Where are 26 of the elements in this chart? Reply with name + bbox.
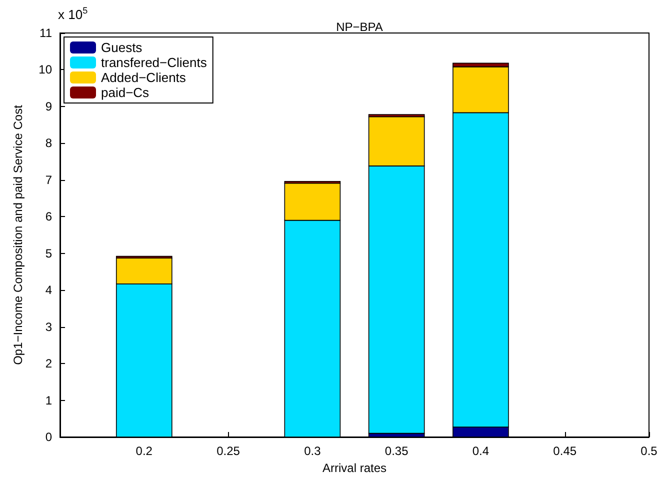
x-tick-label: 0.4 xyxy=(472,444,490,458)
x-tick-label: 0.45 xyxy=(553,444,577,458)
x-tick-label: 0.2 xyxy=(136,444,153,458)
chart-title: NP−BPA xyxy=(336,20,383,34)
x-tick-label: 0.3 xyxy=(304,444,322,458)
y-tick-label: 6 xyxy=(45,210,52,224)
y-tick-label: 11 xyxy=(40,26,52,40)
legend-label: transfered−Clients xyxy=(101,55,208,70)
legend-label: Guests xyxy=(101,40,143,55)
y-tick-label: 4 xyxy=(45,283,52,298)
x-axis-title: Arrival rates xyxy=(322,460,387,475)
y-tick-label: 5 xyxy=(45,246,52,260)
x-tick-label: 0.25 xyxy=(216,444,240,458)
y-tick-label: 9 xyxy=(45,99,52,114)
y-tick-label: 10 xyxy=(38,62,52,77)
y-tick-label: 3 xyxy=(45,320,52,334)
y-tick-label: 0 xyxy=(45,430,52,444)
y-tick-label: 1 xyxy=(45,393,52,408)
y-axis-title: Op1−Income Composition and paid Service Cost xyxy=(11,104,25,365)
y-tick-label: 7 xyxy=(45,172,52,187)
legend-label: Added−Clients xyxy=(101,70,186,85)
x-tick-label: 0.35 xyxy=(384,444,409,458)
y-tick-label: 2 xyxy=(45,356,52,371)
x-tick-label: 0.5 xyxy=(640,444,658,458)
legend-label: paid−Cs xyxy=(101,85,150,100)
y-tick-label: 8 xyxy=(45,136,52,150)
